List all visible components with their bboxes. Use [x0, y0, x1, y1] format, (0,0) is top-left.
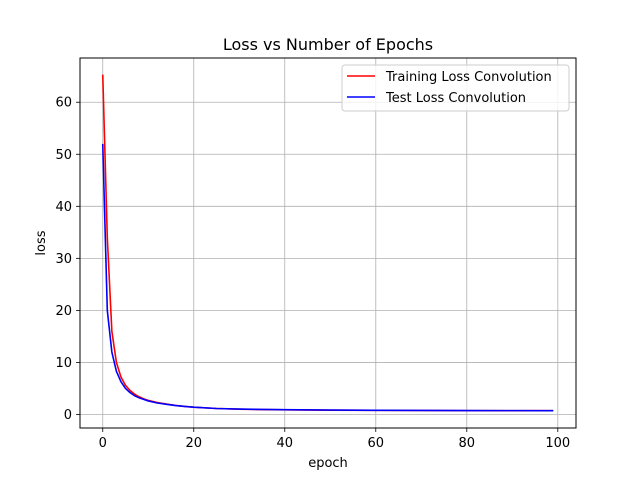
x-tick-label: 80: [459, 436, 476, 451]
legend: Training Loss Convolution Test Loss Conv…: [341, 64, 570, 112]
y-tick-label: 20: [55, 304, 72, 319]
y-tick-label: 0: [64, 408, 72, 423]
legend-label-training: Training Loss Convolution: [385, 70, 552, 85]
x-tick-label: 40: [276, 436, 293, 451]
plot-frame: [79, 57, 577, 429]
y-tick-label: 10: [55, 356, 72, 371]
series-lines: [101, 74, 554, 412]
x-tick-label: 100: [545, 436, 570, 451]
x-ticks: 0 20 40 60 80 100: [99, 428, 570, 451]
y-axis-label: loss: [34, 230, 49, 255]
y-tick-label: 60: [55, 96, 72, 111]
x-tick-label: 20: [185, 436, 202, 451]
y-tick-label: 50: [55, 148, 72, 163]
series-line-test: [101, 143, 554, 412]
x-tick-label: 60: [368, 436, 385, 451]
x-tick-label: 0: [99, 436, 107, 451]
legend-label-test: Test Loss Convolution: [385, 91, 526, 106]
y-ticks: 0 10 20 30 40 50 60: [55, 96, 80, 423]
x-axis-label: epoch: [308, 456, 348, 471]
grid-lines: [80, 58, 576, 428]
legend-box: [341, 64, 570, 112]
chart-title: Loss vs Number of Epochs: [223, 35, 433, 54]
y-tick-label: 30: [55, 252, 72, 267]
y-tick-label: 40: [55, 200, 72, 215]
